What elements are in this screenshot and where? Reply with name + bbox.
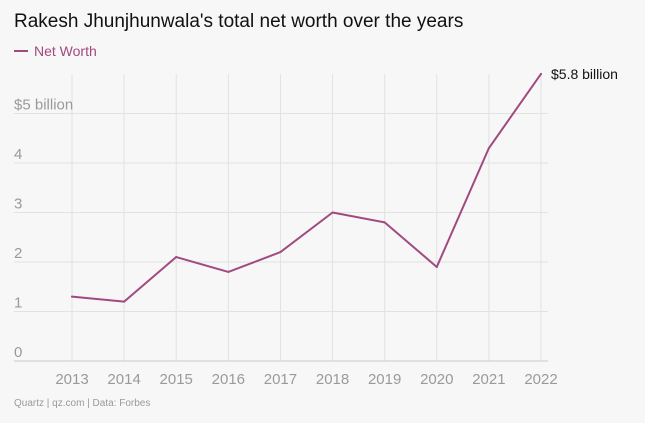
data-point: [279, 251, 282, 254]
y-tick-label: 2: [14, 245, 22, 262]
y-tick-label: 1: [14, 295, 22, 312]
x-tick-label: 2016: [212, 371, 245, 388]
source-footer: Quartz | qz.com | Data: Forbes: [14, 398, 151, 409]
x-tick-label: 2014: [107, 371, 140, 388]
data-point: [540, 72, 542, 75]
x-tick-label: 2017: [264, 371, 297, 388]
data-point: [227, 270, 230, 273]
y-tick-label: 3: [14, 196, 22, 213]
x-tick-label: 2022: [524, 371, 557, 388]
data-point: [383, 221, 386, 224]
data-point: [487, 147, 490, 150]
legend-label: Net Worth: [34, 43, 97, 59]
series-line: [71, 72, 542, 303]
data-point: [175, 256, 178, 259]
x-tick-label: 2021: [472, 371, 505, 388]
chart-title: Rakesh Jhunjhunwala's total net worth ov…: [14, 11, 464, 32]
y-tick-label: 0: [14, 344, 22, 361]
x-tick-label: 2019: [368, 371, 401, 388]
legend-swatch: [14, 50, 28, 52]
data-point: [123, 300, 126, 303]
end-value-label: $5.8 billion: [551, 66, 618, 82]
x-tick-label: 2013: [55, 371, 88, 388]
x-tick-label: 2020: [420, 371, 453, 388]
x-tick-label: 2015: [160, 371, 193, 388]
y-tick-label: $5 billion: [14, 97, 73, 114]
data-point: [71, 295, 73, 298]
y-tick-label: 4: [14, 146, 22, 163]
legend: Net Worth: [14, 43, 97, 59]
x-tick-label: 2018: [316, 371, 349, 388]
data-point: [331, 211, 334, 214]
data-point: [435, 265, 438, 268]
